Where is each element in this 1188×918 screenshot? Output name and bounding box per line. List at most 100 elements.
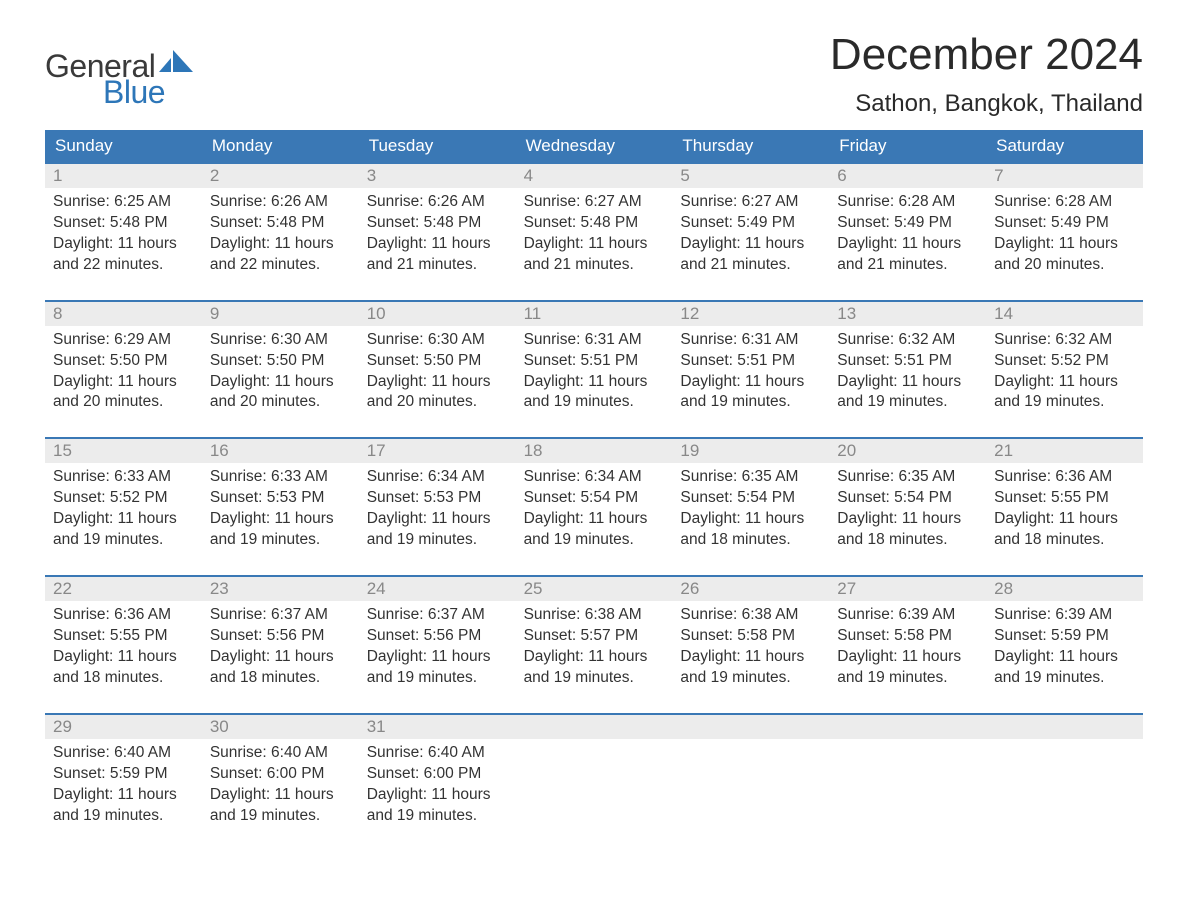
sunset-line: Sunset: 5:51 PM: [837, 351, 978, 372]
sunset-line: Sunset: 5:51 PM: [680, 351, 821, 372]
sunset-line: Sunset: 5:54 PM: [680, 488, 821, 509]
day-number: 13: [829, 302, 986, 326]
daylight-line: Daylight: 11 hours and 19 minutes.: [524, 372, 665, 414]
sunset-line: Sunset: 5:48 PM: [524, 213, 665, 234]
day-details: Sunrise: 6:40 AMSunset: 5:59 PMDaylight:…: [45, 739, 202, 833]
day-number: 3: [359, 164, 516, 188]
sunset-line: Sunset: 5:56 PM: [367, 626, 508, 647]
daylight-line: Daylight: 11 hours and 18 minutes.: [53, 647, 194, 689]
daylight-line: Daylight: 11 hours and 22 minutes.: [210, 234, 351, 276]
calendar-day-cell: 19Sunrise: 6:35 AMSunset: 5:54 PMDayligh…: [672, 439, 829, 557]
daylight-line: Daylight: 11 hours and 19 minutes.: [837, 647, 978, 689]
sunrise-line: Sunrise: 6:32 AM: [837, 330, 978, 351]
calendar-day-cell: 24Sunrise: 6:37 AMSunset: 5:56 PMDayligh…: [359, 577, 516, 695]
sunset-line: Sunset: 5:49 PM: [994, 213, 1135, 234]
daylight-line: Daylight: 11 hours and 21 minutes.: [680, 234, 821, 276]
daylight-line: Daylight: 11 hours and 18 minutes.: [680, 509, 821, 551]
day-number: 11: [516, 302, 673, 326]
day-of-week-cell: Wednesday: [516, 130, 673, 162]
day-details: Sunrise: 6:39 AMSunset: 5:58 PMDaylight:…: [829, 601, 986, 695]
day-details: Sunrise: 6:28 AMSunset: 5:49 PMDaylight:…: [829, 188, 986, 282]
calendar: SundayMondayTuesdayWednesdayThursdayFrid…: [45, 130, 1143, 832]
sunset-line: Sunset: 5:53 PM: [367, 488, 508, 509]
day-details: Sunrise: 6:26 AMSunset: 5:48 PMDaylight:…: [202, 188, 359, 282]
sunrise-line: Sunrise: 6:40 AM: [53, 743, 194, 764]
sunrise-line: Sunrise: 6:34 AM: [367, 467, 508, 488]
brand-flag-icon: [159, 50, 193, 76]
day-details: Sunrise: 6:28 AMSunset: 5:49 PMDaylight:…: [986, 188, 1143, 282]
calendar-day-cell: 12Sunrise: 6:31 AMSunset: 5:51 PMDayligh…: [672, 302, 829, 420]
daylight-line: Daylight: 11 hours and 20 minutes.: [53, 372, 194, 414]
sunset-line: Sunset: 6:00 PM: [367, 764, 508, 785]
day-number: 27: [829, 577, 986, 601]
day-number: [829, 715, 986, 739]
day-number: [516, 715, 673, 739]
calendar-day-cell: 6Sunrise: 6:28 AMSunset: 5:49 PMDaylight…: [829, 164, 986, 282]
sunrise-line: Sunrise: 6:28 AM: [837, 192, 978, 213]
daylight-line: Daylight: 11 hours and 19 minutes.: [210, 785, 351, 827]
sunrise-line: Sunrise: 6:37 AM: [210, 605, 351, 626]
day-number: 17: [359, 439, 516, 463]
day-number: 16: [202, 439, 359, 463]
sunrise-line: Sunrise: 6:32 AM: [994, 330, 1135, 351]
day-details: Sunrise: 6:37 AMSunset: 5:56 PMDaylight:…: [202, 601, 359, 695]
daylight-line: Daylight: 11 hours and 19 minutes.: [210, 509, 351, 551]
day-number: 7: [986, 164, 1143, 188]
sunrise-line: Sunrise: 6:39 AM: [837, 605, 978, 626]
sunrise-line: Sunrise: 6:36 AM: [994, 467, 1135, 488]
brand-word-2: Blue: [45, 76, 193, 108]
calendar-day-cell: 27Sunrise: 6:39 AMSunset: 5:58 PMDayligh…: [829, 577, 986, 695]
day-details: Sunrise: 6:26 AMSunset: 5:48 PMDaylight:…: [359, 188, 516, 282]
sunrise-line: Sunrise: 6:33 AM: [210, 467, 351, 488]
sunset-line: Sunset: 6:00 PM: [210, 764, 351, 785]
day-details: Sunrise: 6:29 AMSunset: 5:50 PMDaylight:…: [45, 326, 202, 420]
day-details: Sunrise: 6:38 AMSunset: 5:58 PMDaylight:…: [672, 601, 829, 695]
daylight-line: Daylight: 11 hours and 19 minutes.: [994, 647, 1135, 689]
day-details: Sunrise: 6:35 AMSunset: 5:54 PMDaylight:…: [672, 463, 829, 557]
daylight-line: Daylight: 11 hours and 19 minutes.: [994, 372, 1135, 414]
calendar-day-cell: 13Sunrise: 6:32 AMSunset: 5:51 PMDayligh…: [829, 302, 986, 420]
day-number: 9: [202, 302, 359, 326]
day-details: Sunrise: 6:31 AMSunset: 5:51 PMDaylight:…: [672, 326, 829, 420]
calendar-week: 29Sunrise: 6:40 AMSunset: 5:59 PMDayligh…: [45, 713, 1143, 833]
day-number: 18: [516, 439, 673, 463]
day-number: 30: [202, 715, 359, 739]
day-number: 23: [202, 577, 359, 601]
sunrise-line: Sunrise: 6:29 AM: [53, 330, 194, 351]
sunset-line: Sunset: 5:51 PM: [524, 351, 665, 372]
day-details: Sunrise: 6:36 AMSunset: 5:55 PMDaylight:…: [45, 601, 202, 695]
day-number: 14: [986, 302, 1143, 326]
day-details: Sunrise: 6:40 AMSunset: 6:00 PMDaylight:…: [359, 739, 516, 833]
day-details: Sunrise: 6:32 AMSunset: 5:52 PMDaylight:…: [986, 326, 1143, 420]
sunset-line: Sunset: 5:49 PM: [837, 213, 978, 234]
sunset-line: Sunset: 5:59 PM: [53, 764, 194, 785]
day-of-week-cell: Tuesday: [359, 130, 516, 162]
sunrise-line: Sunrise: 6:37 AM: [367, 605, 508, 626]
day-number: 29: [45, 715, 202, 739]
sunrise-line: Sunrise: 6:30 AM: [367, 330, 508, 351]
sunrise-line: Sunrise: 6:25 AM: [53, 192, 194, 213]
day-number: 2: [202, 164, 359, 188]
daylight-line: Daylight: 11 hours and 19 minutes.: [524, 509, 665, 551]
calendar-day-cell: 15Sunrise: 6:33 AMSunset: 5:52 PMDayligh…: [45, 439, 202, 557]
sunrise-line: Sunrise: 6:36 AM: [53, 605, 194, 626]
calendar-day-cell: [829, 715, 986, 833]
calendar-week: 1Sunrise: 6:25 AMSunset: 5:48 PMDaylight…: [45, 162, 1143, 282]
sunset-line: Sunset: 5:56 PM: [210, 626, 351, 647]
day-details: Sunrise: 6:30 AMSunset: 5:50 PMDaylight:…: [202, 326, 359, 420]
calendar-day-cell: 31Sunrise: 6:40 AMSunset: 6:00 PMDayligh…: [359, 715, 516, 833]
daylight-line: Daylight: 11 hours and 19 minutes.: [680, 372, 821, 414]
sunrise-line: Sunrise: 6:35 AM: [680, 467, 821, 488]
sunset-line: Sunset: 5:54 PM: [524, 488, 665, 509]
day-details: Sunrise: 6:30 AMSunset: 5:50 PMDaylight:…: [359, 326, 516, 420]
sunset-line: Sunset: 5:55 PM: [53, 626, 194, 647]
day-number: 6: [829, 164, 986, 188]
daylight-line: Daylight: 11 hours and 21 minutes.: [367, 234, 508, 276]
day-details: Sunrise: 6:39 AMSunset: 5:59 PMDaylight:…: [986, 601, 1143, 695]
calendar-day-cell: 22Sunrise: 6:36 AMSunset: 5:55 PMDayligh…: [45, 577, 202, 695]
day-details: Sunrise: 6:31 AMSunset: 5:51 PMDaylight:…: [516, 326, 673, 420]
sunrise-line: Sunrise: 6:38 AM: [524, 605, 665, 626]
sunset-line: Sunset: 5:59 PM: [994, 626, 1135, 647]
sunset-line: Sunset: 5:52 PM: [53, 488, 194, 509]
calendar-day-cell: 17Sunrise: 6:34 AMSunset: 5:53 PMDayligh…: [359, 439, 516, 557]
